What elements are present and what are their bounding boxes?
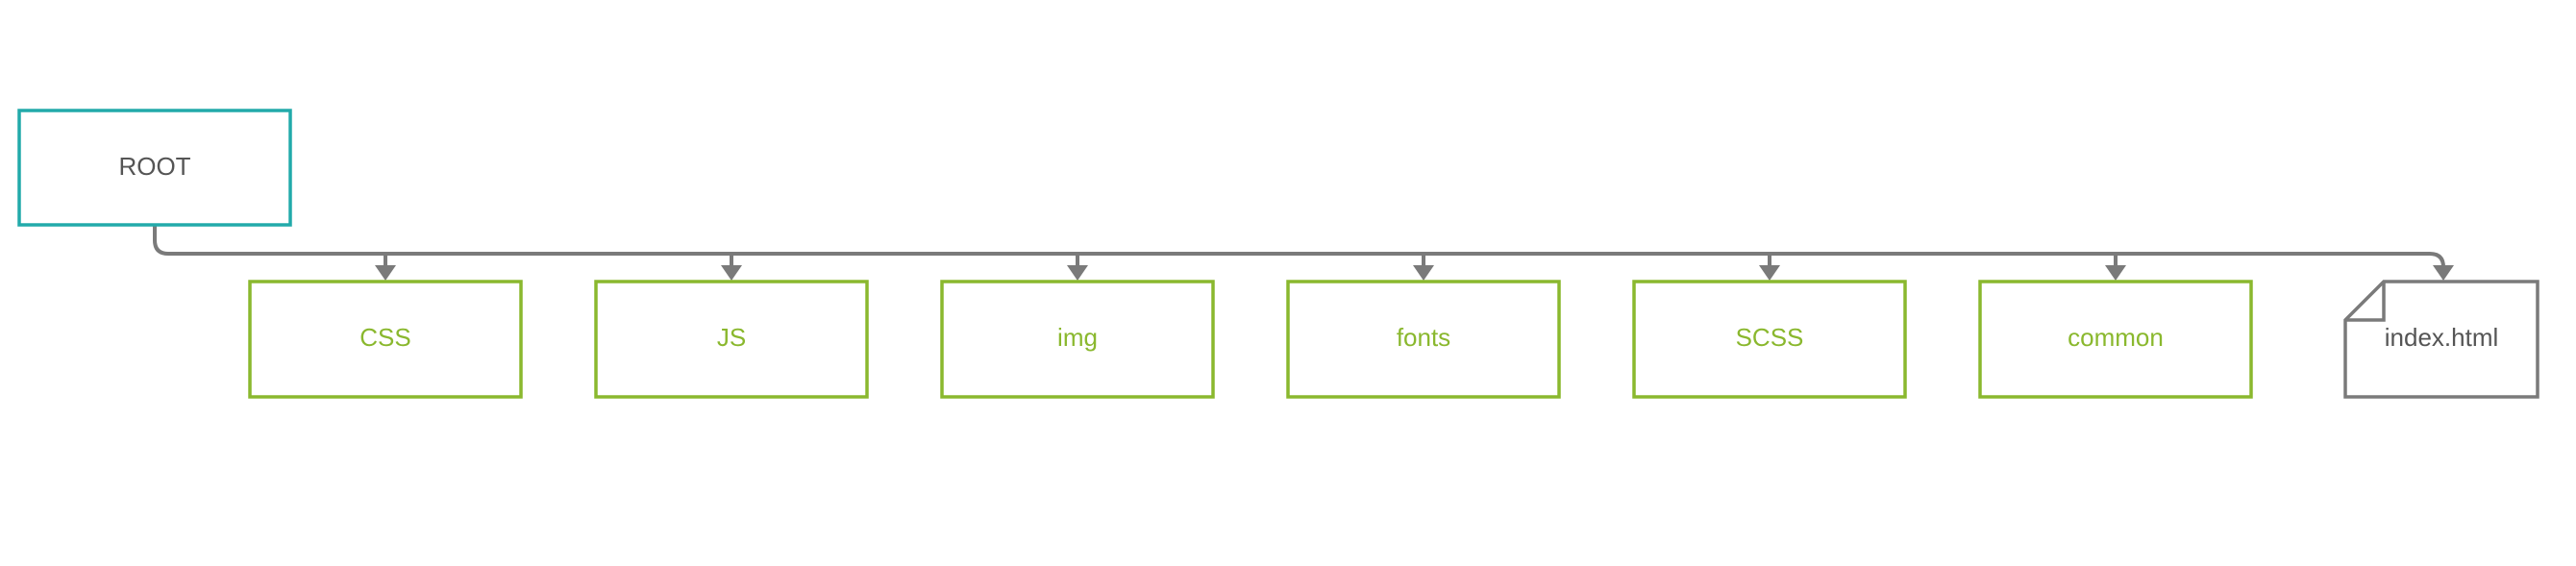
folder-label: SCSS [1736,323,1804,352]
arrowhead-icon [375,265,396,281]
arrowhead-icon [1759,265,1780,281]
folder-box [594,280,869,399]
arrowhead-icon [1067,265,1088,281]
connector-arrow [1413,254,1434,281]
folder-label: fonts [1397,323,1450,352]
child-nodes: CSS JS img fonts SCSS common index.html [248,280,2539,399]
document-icon [2343,280,2539,399]
folder-box [248,280,523,399]
folder-box [1978,280,2253,399]
node-common[interactable]: common [1978,280,2253,399]
node-css[interactable]: CSS [248,280,523,399]
file-label: index.html [2385,323,2499,352]
folder-box [940,280,1215,399]
node-scss[interactable]: SCSS [1632,280,1907,399]
folder-box [1286,280,1561,399]
connector-arrow [1067,254,1088,281]
node-img[interactable]: img [940,280,1215,399]
connector-arrow [375,254,396,281]
connector-bus-line [153,225,2445,274]
arrowhead-icon [2105,265,2126,281]
root-box [17,109,292,227]
node-fonts[interactable]: fonts [1286,280,1561,399]
connector-arrow [1759,254,1780,281]
arrowhead-icon [721,265,742,281]
folder-label: img [1057,323,1098,352]
document-fold-icon [2345,282,2386,322]
arrowhead-icon [2433,265,2454,281]
folder-label: JS [717,323,746,352]
arrowhead-icon [1413,265,1434,281]
connector-arrow [2433,265,2454,281]
folder-box [1632,280,1907,399]
connector-arrow [2105,254,2126,281]
root-node[interactable]: ROOT [17,109,292,227]
root-label: ROOT [118,152,190,181]
folder-label: common [2068,323,2164,352]
connector-arrow [721,254,742,281]
node-index-html[interactable]: index.html [2343,280,2539,399]
folder-label: CSS [359,323,410,352]
node-js[interactable]: JS [594,280,869,399]
